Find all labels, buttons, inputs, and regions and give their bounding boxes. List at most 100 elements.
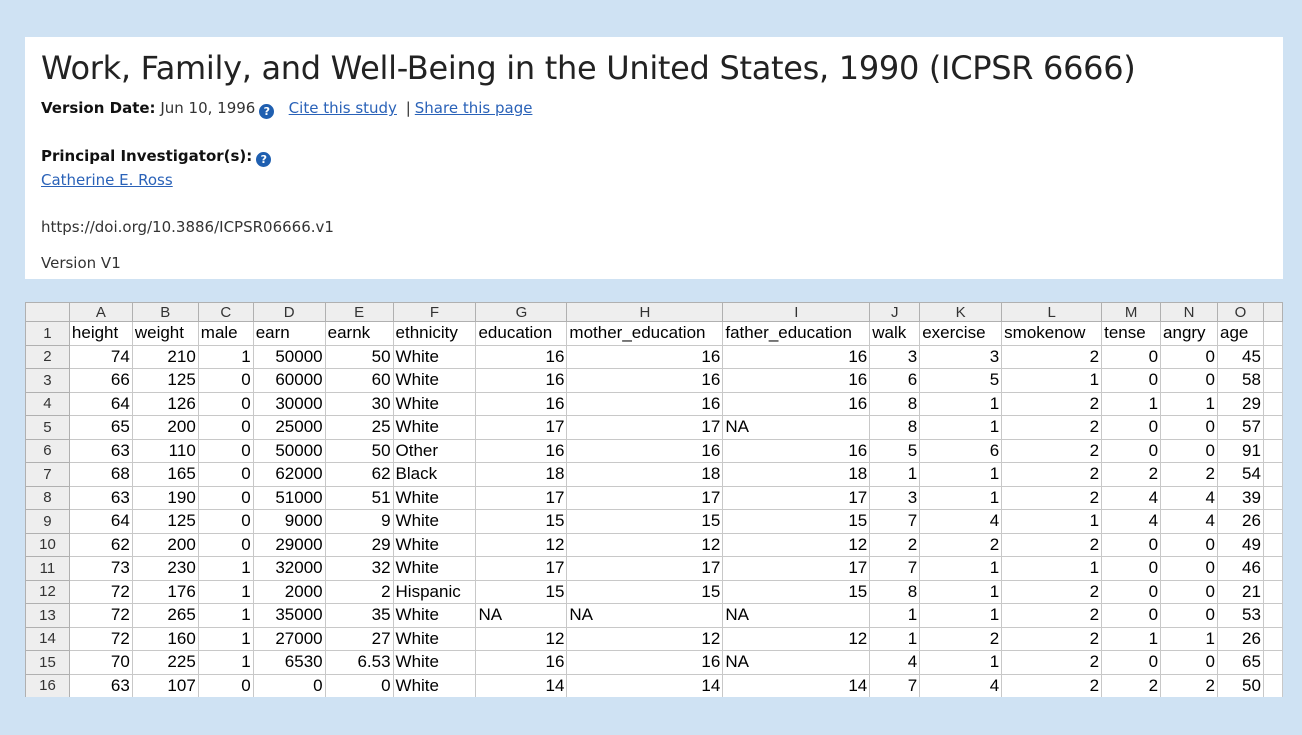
table-cell[interactable]: 1 — [919, 485, 1003, 510]
table-cell[interactable]: 2 — [919, 532, 1003, 557]
table-cell[interactable]: 62 — [324, 462, 394, 487]
table-cell[interactable]: 74 — [68, 344, 133, 369]
table-cell[interactable]: 8 — [869, 579, 921, 604]
table-cell[interactable]: 2 — [1160, 462, 1218, 487]
table-cell[interactable]: 1 — [869, 603, 921, 628]
table-cell[interactable]: 0 — [1160, 579, 1218, 604]
table-cell[interactable]: White — [392, 650, 477, 675]
table-cell[interactable]: 64 — [68, 509, 133, 534]
table-cell[interactable]: 0 — [197, 532, 254, 557]
table-cell[interactable]: 72 — [68, 626, 133, 651]
row-number[interactable]: 1 — [25, 321, 70, 346]
table-cell[interactable]: 2 — [324, 579, 394, 604]
table-cell[interactable]: 4 — [1160, 509, 1218, 534]
table-cell[interactable]: 15 — [566, 509, 724, 534]
column-header[interactable]: K — [919, 302, 1003, 322]
table-cell[interactable]: 1 — [869, 626, 921, 651]
table-cell[interactable]: 0 — [1160, 368, 1218, 393]
table-cell[interactable]: 4 — [919, 509, 1003, 534]
table-cell[interactable]: 0 — [197, 462, 254, 487]
column-header[interactable]: D — [252, 302, 326, 322]
table-cell[interactable]: 72 — [68, 603, 133, 628]
table-cell[interactable]: 4 — [1101, 485, 1162, 510]
table-cell[interactable]: 0 — [1101, 556, 1162, 581]
table-cell[interactable]: 63 — [68, 485, 133, 510]
table-cell[interactable]: 27000 — [252, 626, 326, 651]
table-cell[interactable]: 18 — [566, 462, 724, 487]
column-header[interactable]: G — [475, 302, 568, 322]
table-cell[interactable]: 1 — [1001, 509, 1103, 534]
table-cell[interactable]: 0 — [1101, 532, 1162, 557]
row-number[interactable]: 10 — [25, 532, 70, 557]
table-cell[interactable]: 18 — [722, 462, 871, 487]
table-cell[interactable]: 0 — [1160, 650, 1218, 675]
table-cell[interactable]: NA — [722, 603, 871, 628]
table-cell[interactable]: mother_education — [566, 321, 724, 346]
table-cell[interactable]: White — [392, 391, 477, 416]
table-cell[interactable]: 5 — [869, 438, 921, 463]
table-cell[interactable]: White — [392, 415, 477, 440]
row-number[interactable]: 8 — [25, 485, 70, 510]
table-cell[interactable]: 9000 — [252, 509, 326, 534]
table-cell[interactable]: 63 — [68, 438, 133, 463]
table-cell[interactable]: 0 — [1101, 438, 1162, 463]
table-cell[interactable]: 165 — [131, 462, 199, 487]
table-cell[interactable]: 51000 — [252, 485, 326, 510]
table-cell[interactable]: 12 — [475, 626, 568, 651]
table-cell[interactable]: 16 — [475, 650, 568, 675]
column-header[interactable]: J — [869, 302, 921, 322]
empty-cell[interactable] — [1262, 344, 1283, 369]
table-cell[interactable]: 12 — [722, 626, 871, 651]
row-number[interactable]: 2 — [25, 344, 70, 369]
table-cell[interactable]: 1 — [919, 415, 1003, 440]
table-cell[interactable]: 16 — [722, 368, 871, 393]
table-cell[interactable]: 7 — [869, 556, 921, 581]
table-cell[interactable]: male — [197, 321, 254, 346]
table-cell[interactable]: 29 — [324, 532, 394, 557]
table-cell[interactable]: 54 — [1216, 462, 1264, 487]
empty-cell[interactable] — [1262, 603, 1283, 628]
table-cell[interactable]: 126 — [131, 391, 199, 416]
table-cell[interactable]: 16 — [722, 391, 871, 416]
table-cell[interactable]: 50 — [324, 344, 394, 369]
row-number[interactable]: 15 — [25, 650, 70, 675]
table-cell[interactable]: 2 — [1001, 485, 1103, 510]
table-cell[interactable]: 35000 — [252, 603, 326, 628]
table-cell[interactable]: 3 — [869, 485, 921, 510]
table-cell[interactable]: ethnicity — [392, 321, 477, 346]
row-number[interactable]: 12 — [25, 579, 70, 604]
table-cell[interactable]: 29 — [1216, 391, 1264, 416]
table-cell[interactable]: 1 — [869, 462, 921, 487]
table-cell[interactable]: 2 — [869, 532, 921, 557]
table-cell[interactable]: White — [392, 556, 477, 581]
table-cell[interactable]: 2 — [1001, 532, 1103, 557]
table-cell[interactable]: 16 — [722, 438, 871, 463]
table-cell[interactable]: 51 — [324, 485, 394, 510]
table-cell[interactable]: 0 — [1101, 368, 1162, 393]
column-header[interactable]: B — [131, 302, 199, 322]
table-cell[interactable]: 1 — [197, 344, 254, 369]
table-cell[interactable]: 225 — [131, 650, 199, 675]
help-icon[interactable]: ? — [259, 104, 275, 119]
column-header[interactable]: H — [566, 302, 724, 322]
table-cell[interactable]: 14 — [475, 673, 568, 697]
table-cell[interactable]: 6 — [869, 368, 921, 393]
table-cell[interactable]: 16 — [722, 344, 871, 369]
table-cell[interactable]: White — [392, 344, 477, 369]
table-cell[interactable]: 16 — [475, 391, 568, 416]
table-cell[interactable]: 2 — [1001, 415, 1103, 440]
table-cell[interactable]: 1 — [919, 579, 1003, 604]
table-cell[interactable]: 2 — [1101, 673, 1162, 697]
table-cell[interactable]: height — [68, 321, 133, 346]
table-cell[interactable]: 30 — [324, 391, 394, 416]
empty-cell[interactable] — [1262, 321, 1283, 346]
empty-cell[interactable] — [1262, 673, 1283, 697]
column-header[interactable]: O — [1216, 302, 1264, 322]
table-cell[interactable]: 2 — [1001, 626, 1103, 651]
table-cell[interactable]: 17 — [722, 485, 871, 510]
empty-cell[interactable] — [1262, 438, 1283, 463]
table-cell[interactable]: 12 — [475, 532, 568, 557]
table-cell[interactable]: 8 — [869, 391, 921, 416]
row-number[interactable]: 11 — [25, 556, 70, 581]
table-cell[interactable]: 0 — [197, 391, 254, 416]
